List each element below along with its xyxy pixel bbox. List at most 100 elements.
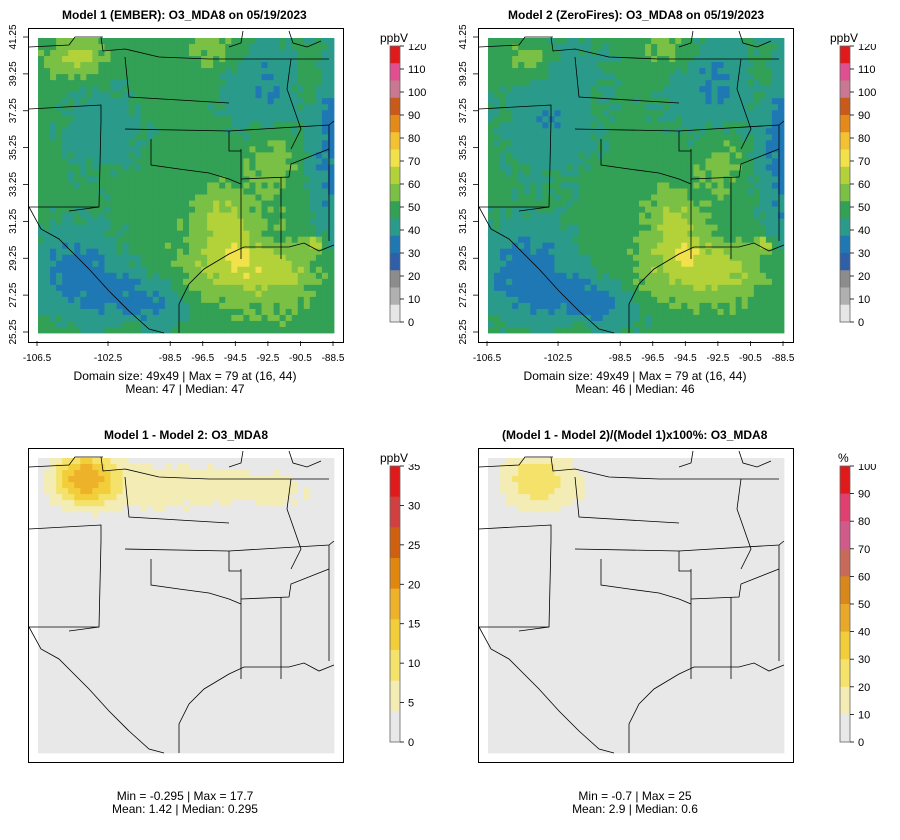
o3-cell [536, 296, 543, 304]
o3-cell [249, 296, 256, 304]
o3-cell [735, 314, 743, 322]
o3-cell [596, 230, 604, 238]
o3-cell [669, 242, 676, 250]
o3-cell [309, 128, 317, 135]
o3-cell [273, 110, 281, 117]
o3-cell [554, 92, 561, 99]
o3-cell [675, 194, 682, 201]
o3-cell [590, 278, 598, 286]
o3-cell [602, 62, 610, 69]
o3-cell [146, 308, 154, 316]
o3-cell [170, 128, 178, 135]
o3-cell [494, 290, 501, 298]
o3-cell [675, 296, 682, 304]
o3-cell [729, 236, 737, 244]
o3-cell [62, 224, 69, 232]
border-line [690, 148, 780, 180]
o3-cell [80, 80, 87, 87]
o3-cell [735, 326, 743, 334]
o3-cell [669, 122, 676, 129]
o3-cell [488, 302, 495, 310]
o3-cell [74, 236, 81, 244]
o3-cell [56, 176, 63, 183]
o3-cell [303, 242, 311, 250]
o3-cell [104, 110, 111, 117]
o3-cell [596, 278, 604, 286]
o3-cell [189, 176, 196, 183]
o3-cell [122, 182, 130, 189]
o3-cell [146, 188, 154, 195]
o3-cell [164, 302, 172, 310]
o3-cell [116, 224, 123, 232]
o3-cell [753, 254, 761, 262]
o3-cell [255, 236, 262, 244]
o3-cell [315, 224, 323, 232]
o3-cell [321, 44, 329, 51]
o3-cell [596, 140, 604, 147]
o3-cell [699, 68, 706, 75]
o3-cell [723, 122, 731, 129]
o3-cell [219, 92, 226, 99]
o3-cell [645, 248, 652, 256]
o3-cell [765, 116, 773, 123]
o3-cell [74, 56, 81, 63]
o3-cell [255, 302, 262, 310]
o3-cell [182, 284, 190, 292]
o3-cell [158, 158, 166, 165]
o3-cell [225, 296, 232, 304]
o3-cell [693, 176, 700, 183]
o3-cell [86, 116, 93, 123]
o3-cell [626, 176, 634, 183]
o3-cell [578, 182, 586, 189]
o3-cell [500, 236, 507, 244]
o3-cell [170, 290, 178, 298]
o3-cell [777, 98, 785, 105]
o3-cell [536, 206, 543, 213]
o3-cell [303, 86, 311, 93]
o3-cell [315, 140, 323, 147]
o3-cell [548, 104, 555, 111]
o3-cell [140, 104, 148, 111]
o3-cell [122, 242, 130, 250]
o3-cell [116, 110, 123, 117]
o3-cell [669, 140, 676, 147]
o3-cell [158, 218, 166, 226]
o3-cell [747, 170, 755, 177]
o3-cell [596, 68, 604, 75]
o3-cell [578, 50, 586, 57]
o3-cell [237, 326, 244, 334]
o3-cell [639, 38, 646, 45]
o3-cell [201, 212, 208, 220]
o3-cell [74, 80, 81, 87]
o3-cell [189, 194, 196, 201]
o3-cell [291, 290, 299, 298]
o3-cell [488, 80, 495, 87]
o3-cell [488, 266, 495, 274]
o3-cell [711, 230, 718, 238]
o3-cell [279, 302, 287, 310]
o3-cell [614, 314, 622, 322]
o3-cell [693, 302, 700, 310]
o3-cell [488, 218, 495, 226]
o3-cell [596, 200, 604, 207]
o3-cell [237, 62, 244, 69]
o3-cell [651, 284, 658, 292]
o3-cell [705, 284, 712, 292]
o3-cell [717, 116, 724, 123]
o3-cell [80, 224, 87, 232]
o3-cell [243, 158, 250, 165]
o3-cell [327, 146, 335, 153]
o3-cell [315, 80, 323, 87]
o3-cell [524, 242, 531, 250]
o3-cell [297, 134, 305, 141]
o3-cell [494, 128, 501, 135]
o3-cell [56, 266, 63, 274]
o3-cell [285, 104, 293, 111]
o3-cell [657, 242, 664, 250]
o3-cell [705, 302, 712, 310]
o3-cell [669, 260, 676, 268]
o3-cell [219, 236, 226, 244]
o3-cell [176, 122, 184, 129]
o3-cell [152, 212, 160, 220]
o3-cell [657, 38, 664, 45]
